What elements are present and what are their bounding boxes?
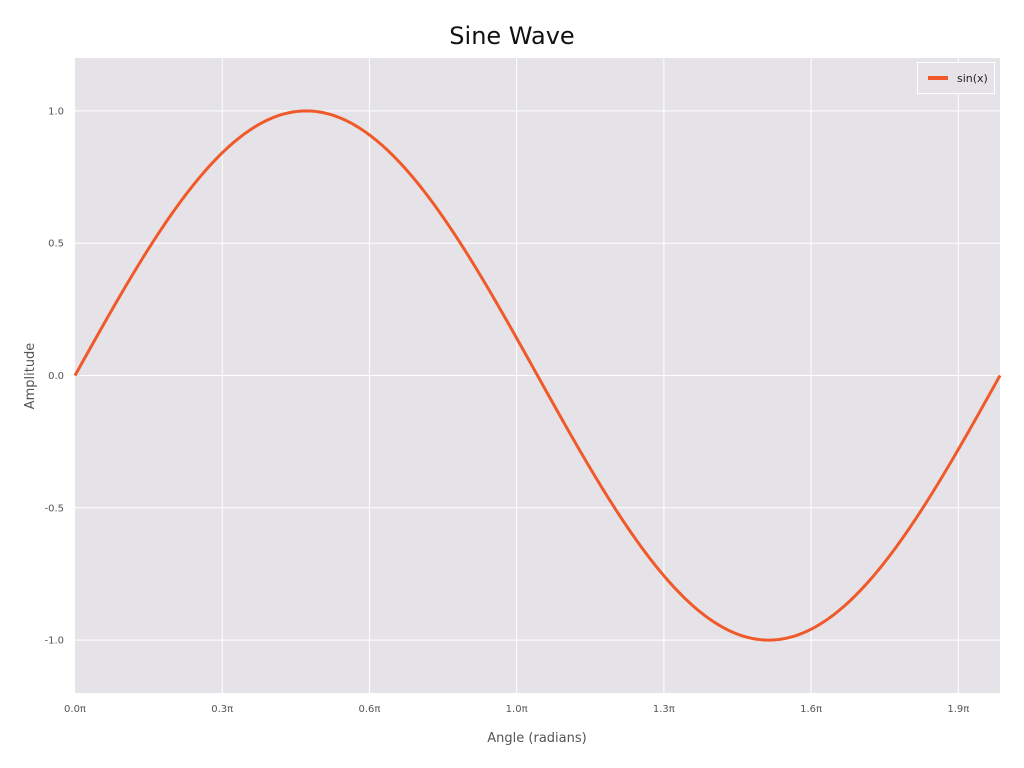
y-tick-label: -0.5 [44, 503, 64, 514]
y-axis-label: Amplitude [23, 343, 38, 410]
x-tick-label: 1.0π [506, 704, 528, 715]
x-tick-label: 0.0π [64, 704, 86, 715]
x-tick-label: 0.3π [211, 704, 233, 715]
y-tick-label: 0.5 [48, 239, 64, 250]
x-axis-ticks: 0.0π 0.3π 0.6π 1.0π 1.3π 1.6π 1.9π [64, 704, 969, 715]
legend-swatch-icon [928, 76, 948, 80]
legend-label: sin(x) [957, 71, 988, 85]
x-tick-label: 0.6π [358, 704, 380, 715]
chart-title: Sine Wave [449, 22, 575, 50]
grid-lines [75, 58, 1000, 693]
x-axis-label: Angle (radians) [487, 731, 586, 746]
y-axis-ticks: 1.0 0.5 0.0 -0.5 -1.0 [44, 106, 64, 646]
y-tick-label: -1.0 [44, 636, 64, 647]
x-tick-label: 1.3π [653, 704, 675, 715]
sine-line [73, 109, 1002, 642]
y-tick-label: 1.0 [48, 106, 64, 117]
legend: sin(x) [917, 62, 995, 94]
x-tick-label: 1.6π [800, 704, 822, 715]
x-tick-label: 1.9π [947, 704, 969, 715]
y-tick-label: 0.0 [48, 371, 64, 382]
